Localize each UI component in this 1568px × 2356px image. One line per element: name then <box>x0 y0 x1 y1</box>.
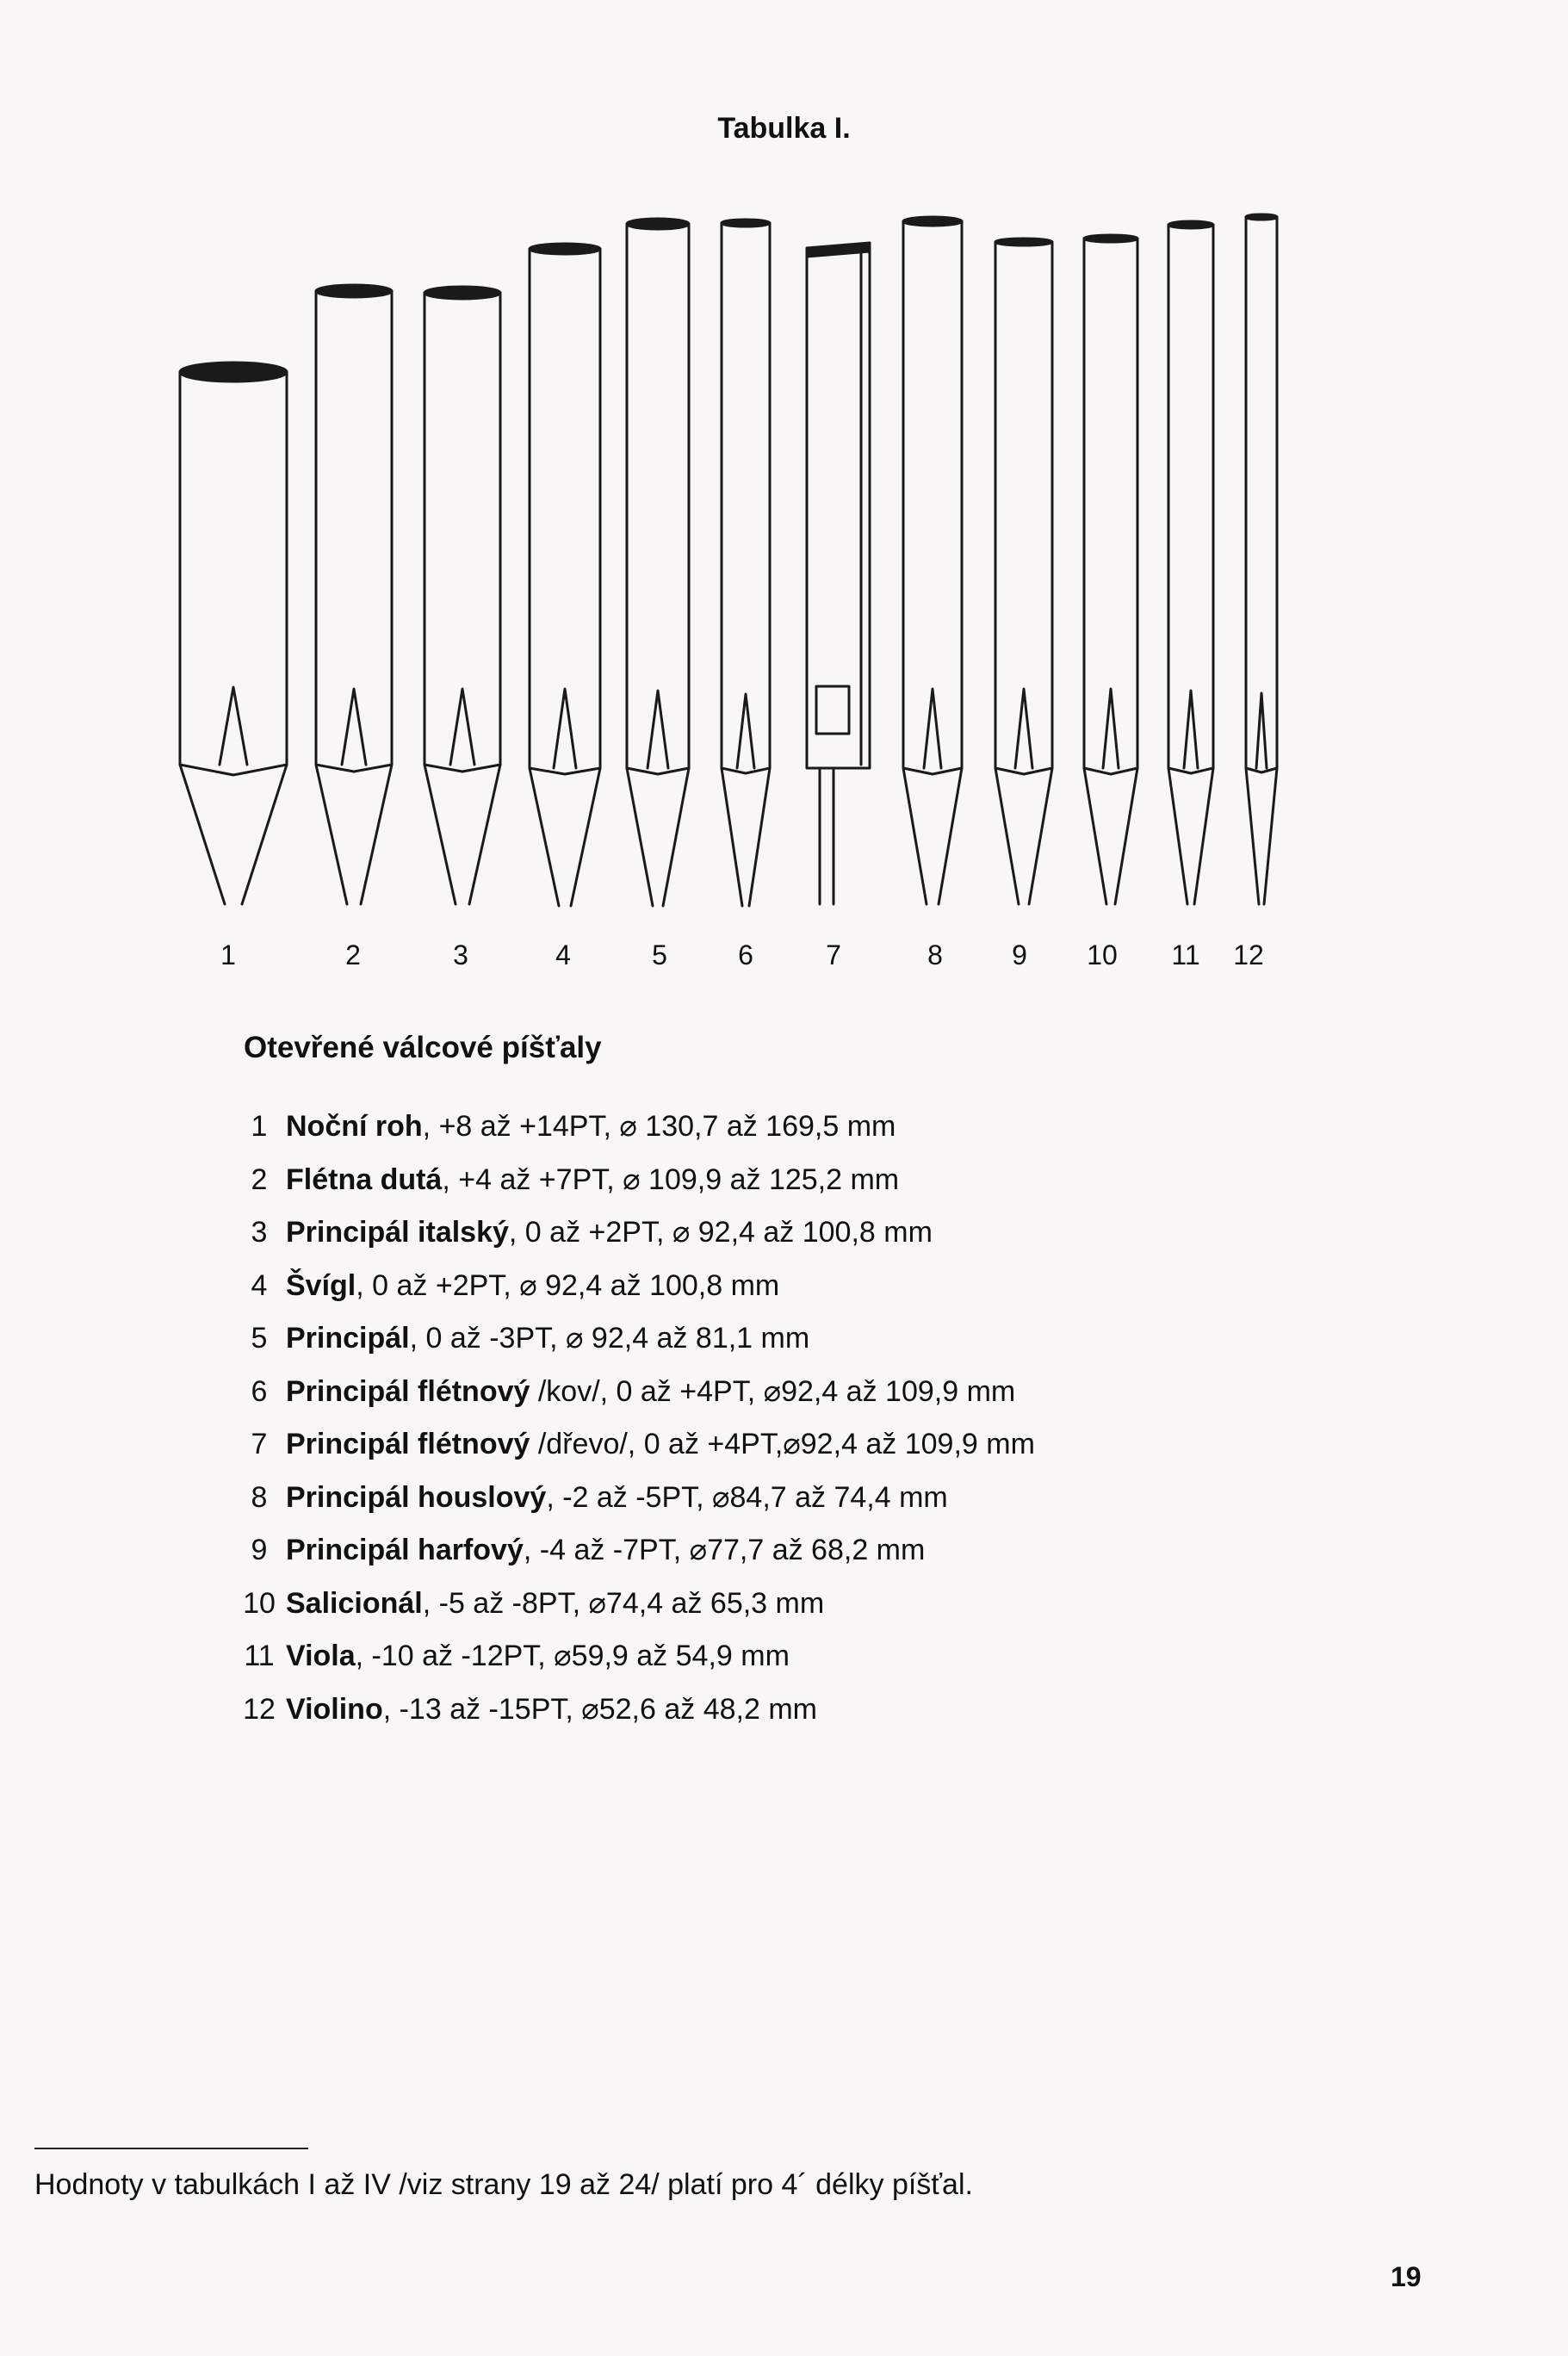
stop-row: 2 Flétna dutá, +4 až +7PT, ⌀ 109,9 až 125… <box>232 1158 1035 1212</box>
organ-pipe-11 <box>1167 220 1215 906</box>
stop-row: 10 Salicionál, -5 až -8PT, ⌀74,4 až 65,3 … <box>232 1582 1035 1635</box>
stop-name: Principál flétnový <box>286 1428 530 1460</box>
stop-name: Viola <box>286 1640 356 1672</box>
organ-pipe-3 <box>423 285 502 906</box>
stop-name: Švígl <box>286 1268 356 1302</box>
stop-spec: /kov/, 0 až +4PT, ⌀92,4 až 109,9 mm <box>530 1374 1016 1408</box>
stop-spec: , -5 až -8PT, ⌀74,4 až 65,3 mm <box>422 1586 825 1620</box>
stop-number: 5 <box>251 1322 268 1355</box>
organ-pipe-2 <box>314 283 394 906</box>
stop-spec: , 0 až -3PT, ⌀ 92,4 až 81,1 mm <box>409 1322 810 1355</box>
stop-number: 1 <box>251 1110 268 1143</box>
pipe-number-12: 12 <box>1233 939 1264 970</box>
stop-list: 1 Noční roh, +8 až +14PT, ⌀ 130,7 až 169,… <box>232 1105 1035 1740</box>
pipe-number-7: 7 <box>826 939 841 970</box>
stop-spec: , -10 až -12PT, ⌀59,9 až 54,9 mm <box>355 1640 790 1672</box>
stop-spec: , +8 až +14PT, ⌀ 130,7 až 169,5 mm <box>422 1110 896 1143</box>
stop-number: 6 <box>251 1374 268 1408</box>
stop-spec: /dřevo/, 0 až +4PT,⌀92,4 až 109,9 mm <box>530 1428 1035 1460</box>
stop-spec: , -2 až -5PT, ⌀84,7 až 74,4 mm <box>546 1480 948 1514</box>
section-heading: Otevřené válcové píšťaly <box>244 1031 602 1064</box>
organ-pipe-5 <box>625 217 691 908</box>
stop-number: 7 <box>251 1428 268 1460</box>
organ-pipes-figure: 1 2 3 4 5 6 7 8 9 10 11 12 <box>178 213 1279 970</box>
stop-number: 3 <box>251 1216 268 1249</box>
pipe-number-5: 5 <box>652 939 667 970</box>
footnote-divider <box>34 2148 308 2149</box>
stop-spec: , 0 až +2PT, ⌀ 92,4 až 100,8 mm <box>356 1268 780 1302</box>
organ-pipe-7-wooden <box>805 241 871 906</box>
stop-name: Flétna dutá <box>286 1162 443 1196</box>
stop-number: 10 <box>243 1586 276 1620</box>
table-title: Tabulka I. <box>717 112 851 145</box>
pipe-number-1: 1 <box>220 939 236 970</box>
stop-name: Principál flétnový <box>286 1374 530 1408</box>
pipe-number-4: 4 <box>555 939 571 970</box>
stop-name: Violino <box>286 1692 383 1726</box>
organ-pipe-10 <box>1082 233 1139 906</box>
organ-pipe-8 <box>902 215 964 906</box>
stop-name: Principál harfový <box>286 1534 524 1566</box>
organ-pipe-4 <box>528 242 602 908</box>
stop-row: 11 Viola, -10 až -12PT, ⌀59,9 až 54,9 mm <box>232 1634 1035 1688</box>
stop-row: 6 Principál flétnový /kov/, 0 až +4PT, ⌀9… <box>232 1370 1035 1423</box>
stop-name: Principál <box>286 1322 410 1355</box>
stop-spec: , +4 až +7PT, ⌀ 109,9 až 125,2 mm <box>442 1162 900 1196</box>
pipe-number-3: 3 <box>453 939 468 970</box>
stop-name: Salicionál <box>286 1586 423 1620</box>
organ-pipe-9 <box>994 237 1054 906</box>
pipe-number-6: 6 <box>738 939 753 970</box>
stop-row: 1 Noční roh, +8 až +14PT, ⌀ 130,7 až 169,… <box>232 1105 1035 1158</box>
stop-row: 12 Violino, -13 až -15PT, ⌀52,6 až 48,2 m… <box>232 1688 1035 1741</box>
stop-number: 11 <box>244 1640 275 1672</box>
stop-spec: , -4 až -7PT, ⌀77,7 až 68,2 mm <box>523 1534 926 1566</box>
stop-row: 5 Principál, 0 až -3PT, ⌀ 92,4 až 81,1 mm <box>232 1317 1035 1370</box>
organ-pipe-12 <box>1244 213 1279 906</box>
stop-name: Noční roh <box>286 1110 423 1143</box>
pipe-number-8: 8 <box>927 939 943 970</box>
stop-number: 12 <box>243 1692 276 1726</box>
stop-row: 3 Principál italský, 0 až +2PT, ⌀ 92,4 až… <box>232 1211 1035 1264</box>
stop-name: Principál houslový <box>286 1480 547 1514</box>
stop-number: 4 <box>251 1268 268 1302</box>
stop-row: 4 Švígl, 0 až +2PT, ⌀ 92,4 až 100,8 mm <box>232 1264 1035 1318</box>
pipe-number-10: 10 <box>1087 939 1118 970</box>
stop-number: 9 <box>251 1534 268 1566</box>
organ-pipe-6 <box>720 218 772 908</box>
stop-row: 7 Principál flétnový /dřevo/, 0 až +4PT,⌀… <box>232 1423 1035 1476</box>
pipe-number-11: 11 <box>1171 939 1199 970</box>
organ-pipe-1 <box>178 361 288 906</box>
pipe-number-9: 9 <box>1012 939 1027 970</box>
stop-name: Principál italský <box>286 1216 509 1249</box>
stop-row: 9 Principál harfový, -4 až -7PT, ⌀77,7 až… <box>232 1528 1035 1582</box>
stop-spec: , 0 až +2PT, ⌀ 92,4 až 100,8 mm <box>508 1216 933 1249</box>
stop-number: 2 <box>251 1162 268 1196</box>
stop-row: 8 Principál houslový, -2 až -5PT, ⌀84,7 a… <box>232 1476 1035 1529</box>
pipe-number-2: 2 <box>345 939 361 970</box>
footnote: Hodnoty v tabulkách I až IV /viz strany … <box>34 2168 973 2201</box>
stop-spec: , -13 až -15PT, ⌀52,6 až 48,2 mm <box>382 1692 817 1726</box>
stop-number: 8 <box>251 1480 268 1514</box>
page-number: 19 <box>1391 2261 1422 2292</box>
